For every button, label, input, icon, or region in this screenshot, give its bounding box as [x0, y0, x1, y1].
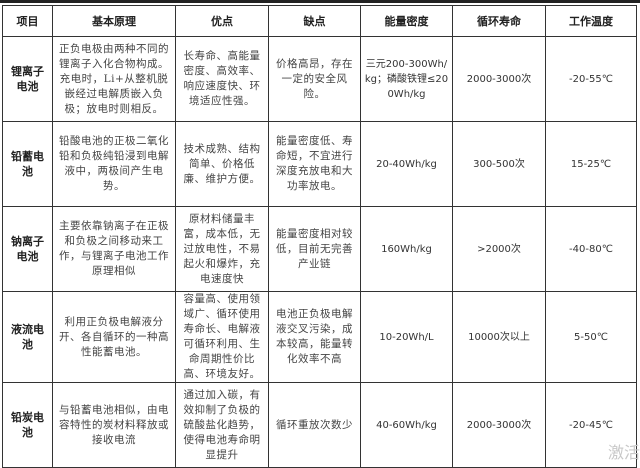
header-cycle-life: 循环寿命: [452, 5, 546, 37]
watermark: 激活: [607, 443, 640, 462]
cell-cons: 价格高昂，存在一定的安全风险。: [268, 36, 361, 122]
cell-cycle-life: 10000次以上: [452, 291, 546, 383]
header-row: 项目 基本原理 优点 缺点 能量密度 循环寿命 工作温度: [2, 5, 637, 37]
header-item: 项目: [2, 5, 53, 37]
cell-energy-density: 40-60Wh/kg: [360, 382, 453, 468]
cell-temperature: -20-55℃: [545, 36, 637, 122]
cell-principle: 正负电极由两种不同的锂离子入化合物构成。充电时，Li+从整机脱嵌经过电解质嵌入负…: [52, 36, 176, 122]
cell-pros: 原材料储量丰富，成本低，无过放电性，不易起火和爆炸，充电速度快: [175, 206, 269, 292]
cell-cons: 能量密度低、寿命短，不宜进行深度充放电和大功率放电。: [268, 121, 361, 207]
cell-cons: 循环重放次数少: [268, 382, 361, 468]
cell-temperature: -40-80℃: [545, 206, 637, 292]
cell-energy-density: 10-20Wh/L: [360, 291, 453, 383]
cell-energy-density: 20-40Wh/kg: [360, 121, 453, 207]
cell-principle: 与铅蓄电池相似，由电容特性的炭材料释放或接收电流: [52, 382, 176, 468]
cell-pros: 长寿命、高能量密度、高效率、响应速度快、环境适应性强。: [175, 36, 269, 122]
cell-temperature: 15-25℃: [545, 121, 637, 207]
cell-cycle-life: 2000-3000次: [452, 36, 546, 122]
header-pros: 优点: [175, 5, 269, 37]
header-principle: 基本原理: [52, 5, 176, 37]
cell-name: 钠离子电池: [2, 206, 53, 292]
cell-pros: 容量高、使用领域广、循环使用寿命长、电解液可循环利用、生命周期性价比高、环境友好…: [175, 291, 269, 383]
header-cons: 缺点: [268, 5, 361, 37]
cell-name: 锂离子电池: [2, 36, 53, 122]
cell-principle: 利用正负极电解液分开、各自循环的一种高性能蓄电池。: [52, 291, 176, 383]
cell-cons: 能量密度相对较低，目前无完善产业链: [268, 206, 361, 292]
table-row: 锂离子电池 正负电极由两种不同的锂离子入化合物构成。充电时，Li+从整机脱嵌经过电…: [2, 36, 637, 122]
cell-temperature: -20-45℃: [545, 382, 637, 468]
cell-cycle-life: 300-500次: [452, 121, 546, 207]
table-row: 钠离子电池 主要依靠钠离子在正极和负极之间移动来工作，与锂离子电池工作原理相似 原材…: [2, 206, 637, 292]
cell-pros: 通过加入碳，有效抑制了负极的硫酸盐化趋势，使得电池寿命明显提升: [175, 382, 269, 468]
cell-temperature: 5-50℃: [545, 291, 637, 383]
cell-energy-density: 160Wh/kg: [360, 206, 453, 292]
cell-name: 液流电池: [2, 291, 53, 383]
cell-name: 铅蓄电池: [2, 121, 53, 207]
cell-principle: 铅酸电池的正极二氧化铅和负极纯铅浸到电解液中，两极间产生电势。: [52, 121, 176, 207]
cell-principle: 主要依靠钠离子在正极和负极之间移动来工作，与锂离子电池工作原理相似: [52, 206, 176, 292]
cell-pros: 技术成熟、结构简单、价格低廉、维护方便。: [175, 121, 269, 207]
table-row: 铅炭电池 与铅蓄电池相似，由电容特性的炭材料释放或接收电流 通过加入碳，有效抑制了负…: [2, 382, 637, 468]
cell-cycle-life: >2000次: [452, 206, 546, 292]
battery-comparison-table: 项目 基本原理 优点 缺点 能量密度 循环寿命 工作温度 锂离子电池 正负电极由两…: [2, 5, 637, 468]
header-energy-density: 能量密度: [360, 5, 453, 37]
cell-energy-density: 三元200-300Wh/kg；磷酸铁锂≤200Wh/kg: [360, 36, 453, 122]
table-row: 液流电池 利用正负极电解液分开、各自循环的一种高性能蓄电池。 容量高、使用领域广、循…: [2, 291, 637, 383]
cell-cons: 电池正负极电解液交叉污染，成本较高，能量转化效率不高: [268, 291, 361, 383]
top-rule: [0, 0, 640, 3]
cell-cycle-life: 2000-3000次: [452, 382, 546, 468]
header-temperature: 工作温度: [545, 5, 637, 37]
cell-name: 铅炭电池: [2, 382, 53, 468]
table-row: 铅蓄电池 铅酸电池的正极二氧化铅和负极纯铅浸到电解液中，两极间产生电势。 技术成熟、…: [2, 121, 637, 207]
